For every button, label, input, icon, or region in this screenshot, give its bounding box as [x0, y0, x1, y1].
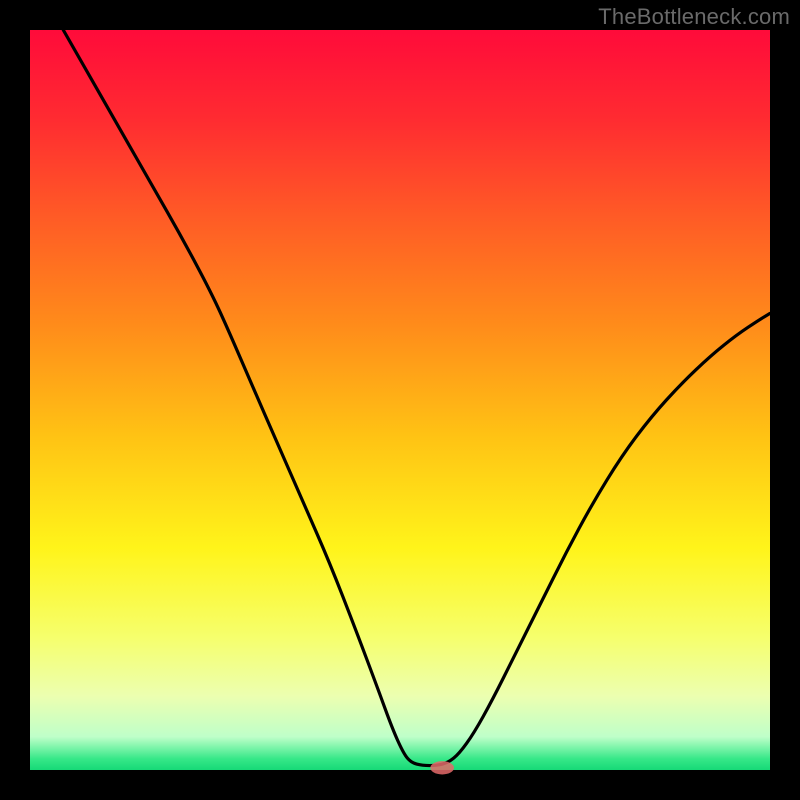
plot-background: [30, 30, 770, 770]
optimal-point-marker: [430, 761, 454, 774]
chart-container: TheBottleneck.com: [0, 0, 800, 800]
bottleneck-chart: [0, 0, 800, 800]
